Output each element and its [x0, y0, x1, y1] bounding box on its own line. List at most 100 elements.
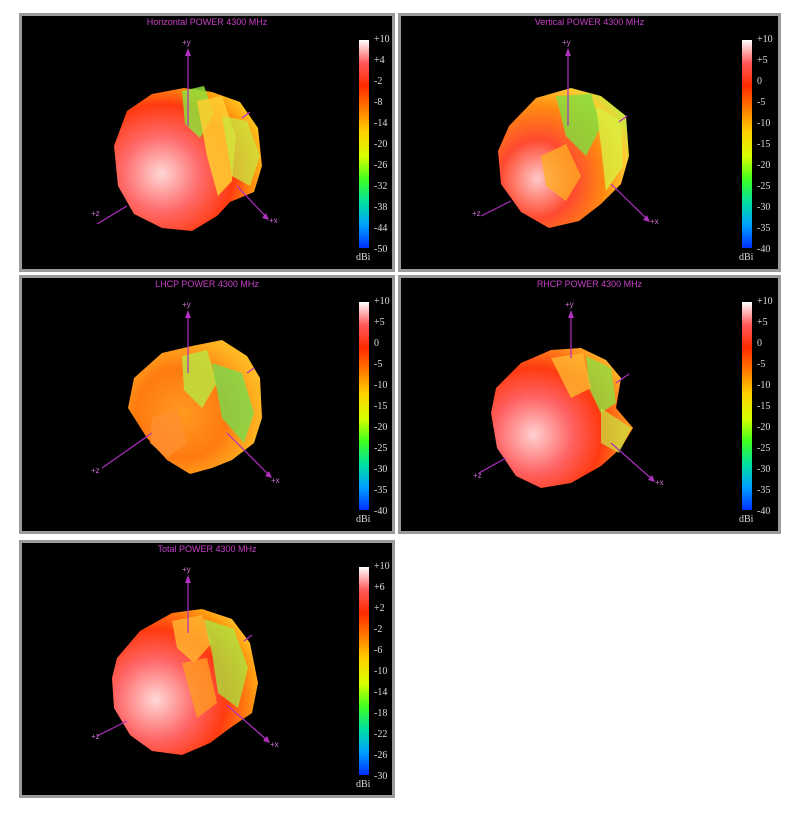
- scale-tick: -44: [374, 223, 388, 234]
- radiation-pattern-3d: [480, 48, 650, 228]
- color-scale-bar: [742, 40, 752, 248]
- panel-title: LHCP POWER 4300 MHz: [155, 279, 259, 289]
- y-axis-label: +y: [182, 300, 191, 309]
- scale-tick: +2: [374, 603, 385, 614]
- scale-tick: -20: [757, 160, 771, 171]
- scale-tick: -20: [374, 139, 388, 150]
- scale-tick: -35: [374, 485, 388, 496]
- scale-tick: +10: [757, 34, 773, 45]
- panel-title: RHCP POWER 4300 MHz: [536, 279, 643, 289]
- scale-tick: -50: [374, 244, 388, 255]
- scale-tick: -10: [374, 666, 388, 677]
- scale-tick: +10: [374, 34, 390, 45]
- scale-tick: -5: [757, 97, 766, 108]
- scale-tick: -38: [374, 202, 388, 213]
- plot-area: Total POWER 4300 MHz +y +z +x +10 +6: [22, 543, 392, 795]
- lhcp-power-panel: LHCP POWER 4300 MHz +y +z +x +10 +5: [19, 275, 395, 534]
- scale-unit: dBi: [739, 514, 754, 525]
- scale-tick: -8: [374, 97, 383, 108]
- x-axis-label: +x: [271, 476, 280, 485]
- color-scale-bar: [742, 302, 752, 510]
- scale-tick: -30: [757, 202, 771, 213]
- scale-tick: -14: [374, 687, 388, 698]
- vertical-power-panel: Vertical POWER 4300 MHz +y +z +x +10 +5: [398, 13, 781, 272]
- panel-title: Total POWER 4300 MHz: [157, 544, 257, 554]
- scale-tick: -30: [374, 464, 388, 475]
- scale-tick: -2: [374, 624, 383, 635]
- radiation-pattern-3d: [478, 310, 655, 488]
- scale-tick: 0: [757, 338, 762, 349]
- plot-area: LHCP POWER 4300 MHz +y +z +x +10 +5: [22, 278, 392, 531]
- z-axis-label: +z: [473, 471, 482, 480]
- scale-tick: -35: [757, 485, 771, 496]
- y-axis-label: +y: [565, 300, 574, 309]
- x-axis-label: +x: [270, 740, 279, 749]
- y-axis-label: +y: [182, 38, 191, 47]
- scale-tick: 0: [757, 76, 762, 87]
- scale-tick: +5: [757, 55, 768, 66]
- rhcp-power-panel: RHCP POWER 4300 MHz +y +z +x +10 +5: [398, 275, 781, 534]
- scale-tick: 0: [374, 338, 379, 349]
- scale-tick: -10: [757, 118, 771, 129]
- scale-tick: -26: [374, 750, 388, 761]
- scale-tick: -10: [757, 380, 771, 391]
- z-axis-label: +z: [91, 209, 100, 218]
- scale-unit: dBi: [356, 514, 371, 525]
- scale-tick: -18: [374, 708, 388, 719]
- scale-tick: -40: [374, 506, 388, 517]
- panel-title: Vertical POWER 4300 MHz: [534, 17, 645, 27]
- scale-tick: -35: [757, 223, 771, 234]
- scale-tick: +4: [374, 55, 385, 66]
- scale-tick: -2: [374, 76, 383, 87]
- scale-tick: -5: [757, 359, 766, 370]
- radiation-pattern-3d: [96, 575, 270, 755]
- scale-tick: -30: [374, 771, 388, 782]
- scale-tick: -32: [374, 181, 388, 192]
- color-scale-bar: [359, 40, 369, 248]
- scale-unit: dBi: [356, 252, 371, 263]
- plot-area: RHCP POWER 4300 MHz +y +z +x +10 +5: [401, 278, 778, 531]
- scale-unit: dBi: [356, 779, 371, 790]
- scale-tick: -15: [757, 401, 771, 412]
- scale-tick: -10: [374, 380, 388, 391]
- scale-tick: +5: [757, 317, 768, 328]
- z-axis-label: +z: [91, 732, 100, 741]
- color-scale-bar: [359, 302, 369, 510]
- scale-tick: -25: [757, 181, 771, 192]
- z-axis-label: +z: [91, 466, 100, 475]
- scale-tick: +6: [374, 582, 385, 593]
- z-axis-label: +z: [472, 209, 481, 218]
- scale-tick: -26: [374, 160, 388, 171]
- scale-tick: -20: [757, 422, 771, 433]
- y-axis-label: +y: [182, 565, 191, 574]
- scale-tick: +10: [374, 561, 390, 572]
- scale-tick: +5: [374, 317, 385, 328]
- x-axis-label: +x: [269, 216, 278, 225]
- radiation-pattern-3d: [96, 48, 269, 231]
- scale-tick: -14: [374, 118, 388, 129]
- scale-tick: -6: [374, 645, 383, 656]
- scale-tick: -40: [757, 244, 771, 255]
- scale-unit: dBi: [739, 252, 754, 263]
- color-scale-bar: [359, 567, 369, 775]
- y-axis-label: +y: [562, 38, 571, 47]
- plot-area: Vertical POWER 4300 MHz +y +z +x +10 +5: [401, 16, 778, 269]
- panel-title: Horizontal POWER 4300 MHz: [146, 17, 268, 27]
- total-power-panel: Total POWER 4300 MHz +y +z +x +10 +6: [19, 540, 395, 798]
- horizontal-power-panel: Horizontal POWER 4300 MHz +y +z +x +10 +: [19, 13, 395, 272]
- scale-tick: -15: [757, 139, 771, 150]
- radiation-pattern-3d: [101, 310, 272, 478]
- x-axis-label: +x: [655, 478, 664, 487]
- scale-tick: +10: [374, 296, 390, 307]
- scale-tick: -22: [374, 729, 388, 740]
- scale-tick: -25: [757, 443, 771, 454]
- scale-tick: -40: [757, 506, 771, 517]
- x-axis-label: +x: [650, 217, 659, 226]
- scale-tick: -30: [757, 464, 771, 475]
- scale-tick: -15: [374, 401, 388, 412]
- scale-tick: -25: [374, 443, 388, 454]
- scale-tick: +10: [757, 296, 773, 307]
- scale-tick: -20: [374, 422, 388, 433]
- plot-area: Horizontal POWER 4300 MHz +y +z +x +10 +: [22, 16, 392, 269]
- scale-tick: -5: [374, 359, 383, 370]
